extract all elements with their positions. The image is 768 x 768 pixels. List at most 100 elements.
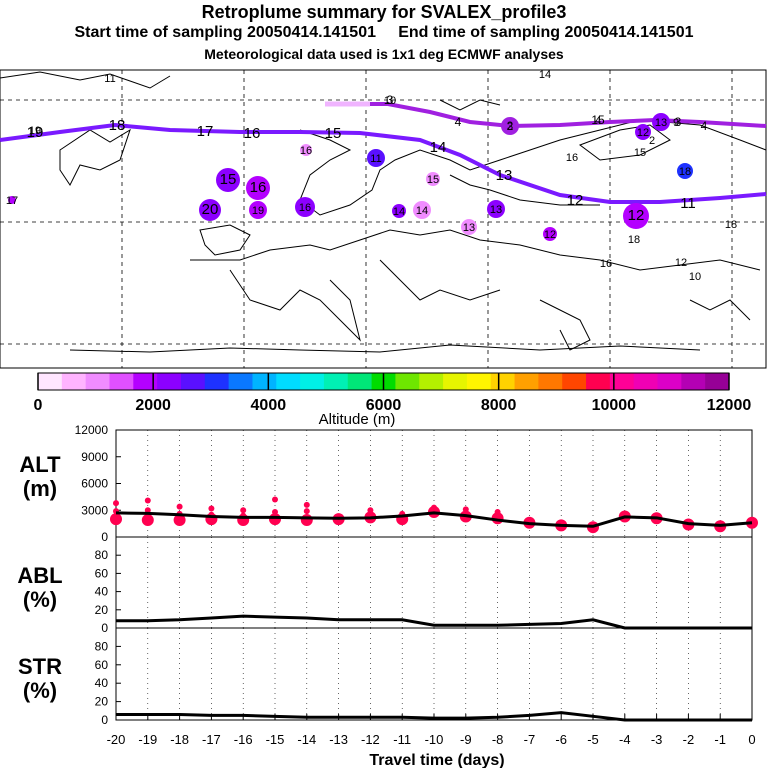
coastlines	[0, 71, 767, 353]
colorbar-swatch	[300, 373, 325, 390]
x-tick-label: -14	[297, 732, 316, 747]
y-tick-label: 0	[101, 621, 108, 635]
colorbar-swatch	[109, 373, 134, 390]
start-time-label: Start time of sampling 20050414.141501	[74, 24, 377, 41]
cluster-label: 10	[384, 95, 396, 107]
x-tick-label: -17	[202, 732, 221, 747]
altitude-point	[269, 513, 281, 526]
colorbar-tick-label: 8000	[481, 397, 517, 414]
cluster-label: 3	[507, 121, 513, 133]
y-tick-label: 60	[95, 658, 109, 672]
colorbar-swatch	[562, 373, 587, 390]
time-series-panels: 030006000900012000ALT(m)020406080ABL(%)0…	[17, 423, 758, 768]
x-tick-label: -7	[524, 732, 536, 747]
cluster-label: 11	[370, 153, 381, 165]
cluster-label: 19	[252, 205, 264, 217]
x-tick-label: -19	[138, 732, 157, 747]
cluster-marker	[367, 149, 385, 167]
y-tick-label: 0	[101, 530, 108, 544]
altitude-point	[208, 505, 215, 512]
cluster-marker	[199, 199, 221, 221]
met-data-label: Meteorological data used is 1x1 deg ECMW…	[204, 46, 564, 62]
cluster-label: 15	[427, 174, 439, 186]
cluster-label: 16	[250, 179, 267, 196]
cluster-marker	[8, 196, 16, 204]
cluster-label: 15	[634, 147, 646, 159]
cluster-label: 10	[689, 271, 701, 283]
trajectory-day-label: 19	[27, 124, 44, 141]
colorbar-swatch	[252, 373, 277, 390]
x-tick-label: -2	[683, 732, 695, 747]
altitude-point	[110, 513, 122, 526]
cluster-label: 13	[655, 117, 667, 129]
cluster-marker	[677, 163, 693, 179]
cluster-marker	[623, 203, 649, 229]
colorbar-swatch	[514, 373, 539, 390]
altitude-point	[173, 514, 186, 527]
x-tick-label: -3	[651, 732, 663, 747]
cluster-label: 14	[416, 205, 428, 217]
colorbar-swatch	[586, 373, 611, 390]
panel-label: STR	[18, 654, 62, 679]
x-tick-label: -15	[266, 732, 285, 747]
cluster-label: 16	[300, 145, 312, 157]
altitude-point	[144, 497, 151, 504]
colorbar-swatch	[323, 373, 349, 390]
x-tick-label: -9	[460, 732, 472, 747]
colorbar-swatch	[705, 373, 730, 390]
upper-trajectory-label: 3	[675, 115, 682, 129]
cluster-label: 18	[679, 166, 691, 178]
y-tick-label: 6000	[81, 477, 108, 491]
cluster-label: 14	[539, 69, 551, 81]
cluster-marker	[635, 124, 651, 140]
main-trajectory	[0, 122, 767, 204]
cluster-label: 4	[595, 115, 601, 127]
x-axis-title: Travel time (days)	[369, 752, 504, 768]
colorbar-swatch	[85, 373, 110, 390]
y-tick-label: 20	[95, 695, 109, 709]
y-tick-label: 60	[95, 566, 109, 580]
colorbar-swatch	[133, 373, 158, 390]
cluster-label: 2	[649, 135, 655, 147]
trajectory-day-label: 11	[680, 195, 696, 212]
x-tick-label: -13	[329, 732, 348, 747]
altitude-point	[113, 500, 119, 507]
y-tick-label: 0	[101, 713, 108, 727]
colorbar-swatch	[633, 373, 659, 390]
panel-label-unit: (%)	[23, 587, 57, 612]
altitude-point	[240, 507, 247, 514]
colorbar-swatch	[228, 373, 253, 390]
cluster-marker	[426, 172, 440, 186]
colorbar-swatch	[657, 373, 682, 390]
upper-trajectory-label: 4	[701, 119, 708, 133]
colorbar-swatch	[180, 373, 206, 390]
trajectory-day-label: 14	[430, 139, 447, 156]
x-tick-label: -18	[170, 732, 189, 747]
y-tick-label: 9000	[81, 450, 108, 464]
y-tick-label: 12000	[75, 423, 109, 437]
cluster-label: 9	[673, 117, 679, 129]
y-tick-label: 80	[95, 548, 109, 562]
chart-title: Retroplume summary for SVALEX_profile3	[201, 2, 567, 22]
cluster-label: 16	[299, 202, 311, 214]
altitude-point	[303, 501, 310, 508]
panel-label: ABL	[17, 563, 62, 588]
cluster-label: 12	[637, 127, 649, 139]
upper-trajectory-label: 3	[387, 93, 394, 107]
y-tick-label: 40	[95, 676, 109, 690]
upper-trajectory-label: 15	[591, 113, 605, 127]
colorbar-swatch	[419, 373, 444, 390]
altitude-point	[176, 503, 183, 510]
cluster-marker	[461, 219, 477, 235]
trajectory-day-label: 17	[197, 123, 214, 140]
cluster-label: 18	[725, 219, 737, 231]
map-frame	[0, 69, 767, 369]
end-time-label: End time of sampling 20050414.141501	[398, 24, 694, 41]
cluster-marker	[216, 168, 240, 192]
x-tick-label: -4	[619, 732, 631, 747]
colorbar-swatch	[347, 373, 373, 390]
y-tick-label: 40	[95, 585, 109, 599]
altitude-point	[144, 507, 151, 514]
